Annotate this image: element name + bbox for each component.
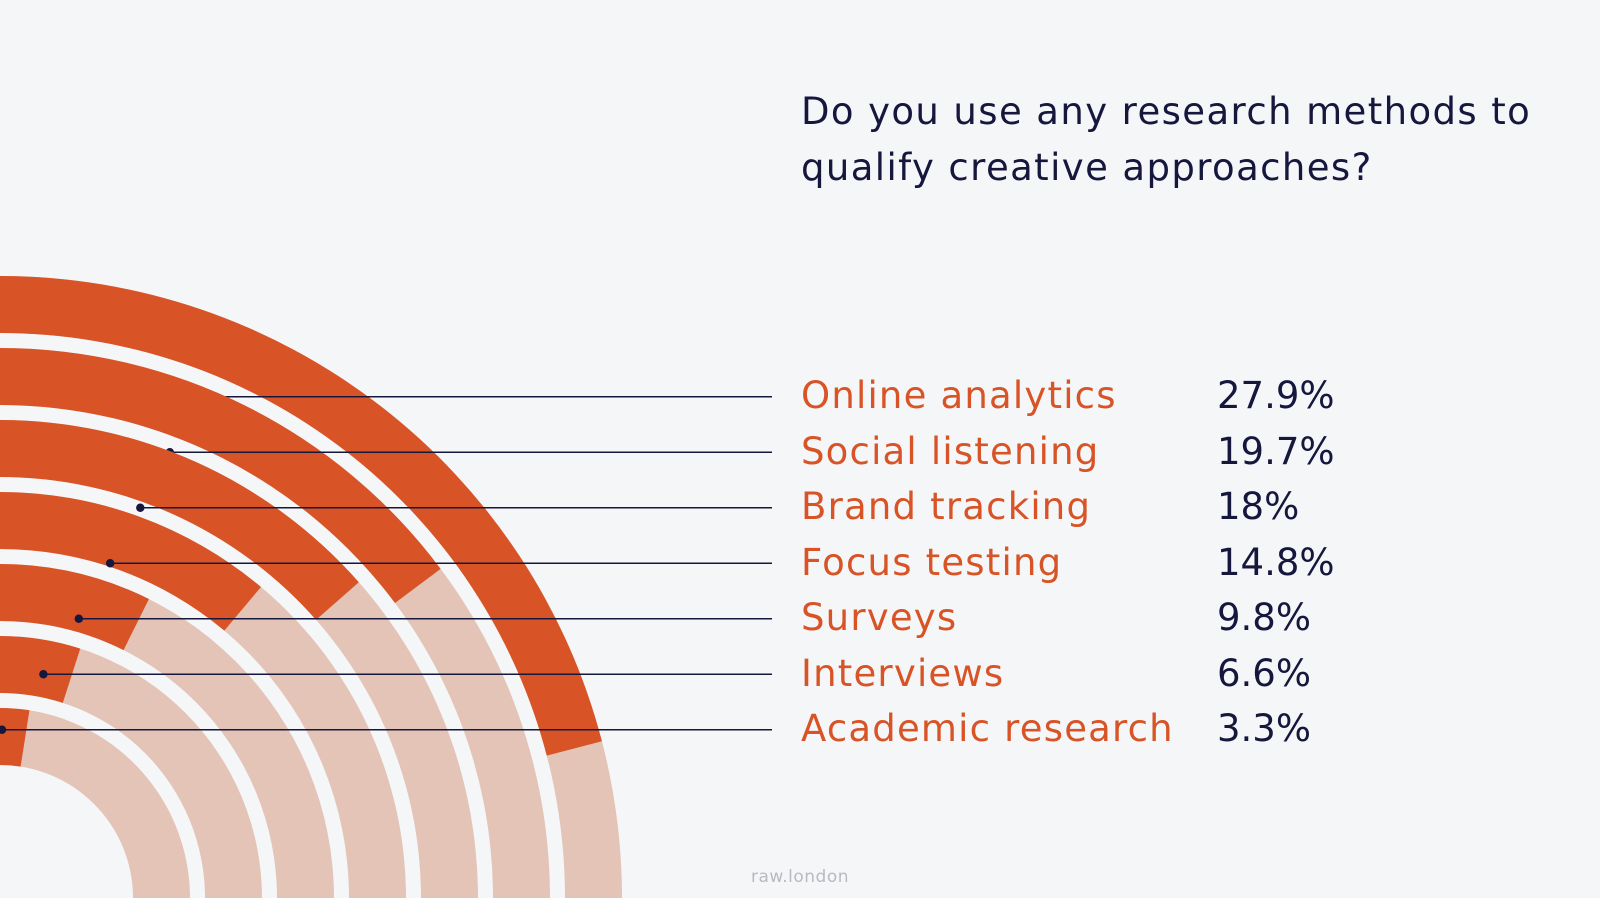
leader-dot-surveys [75, 615, 83, 623]
legend-item-academic-research: Academic research 3.3% [801, 701, 1401, 757]
legend-item-surveys: Surveys 9.8% [801, 590, 1401, 646]
legend-value: 19.7% [1217, 424, 1335, 480]
legend-value: 27.9% [1217, 368, 1335, 424]
legend: Online analytics 27.9% Social listening 19.… [801, 368, 1401, 757]
legend-label: Brand tracking [801, 479, 1091, 535]
legend-label: Online analytics [801, 368, 1117, 424]
leader-dot-brand-tracking [136, 504, 144, 512]
legend-item-social-listening: Social listening 19.7% [801, 424, 1401, 480]
legend-label: Interviews [801, 646, 1004, 702]
legend-item-online-analytics: Online analytics 27.9% [801, 368, 1401, 424]
legend-value: 6.6% [1217, 646, 1311, 702]
legend-value: 3.3% [1217, 701, 1311, 757]
legend-item-interviews: Interviews 6.6% [801, 646, 1401, 702]
leader-dot-interviews [39, 670, 47, 678]
legend-label: Academic research [801, 701, 1174, 757]
legend-item-focus-testing: Focus testing 14.8% [801, 535, 1401, 591]
footer-brand: raw.london [740, 867, 860, 887]
chart-title: Do you use any research methods to quali… [801, 84, 1561, 196]
legend-value: 9.8% [1217, 590, 1311, 646]
legend-label: Surveys [801, 590, 957, 646]
legend-label: Focus testing [801, 535, 1062, 591]
legend-value: 14.8% [1217, 535, 1335, 591]
leader-dot-focus-testing [106, 559, 114, 567]
legend-item-brand-tracking: Brand tracking 18% [801, 479, 1401, 535]
legend-value: 18% [1217, 479, 1299, 535]
legend-label: Social listening [801, 424, 1099, 480]
